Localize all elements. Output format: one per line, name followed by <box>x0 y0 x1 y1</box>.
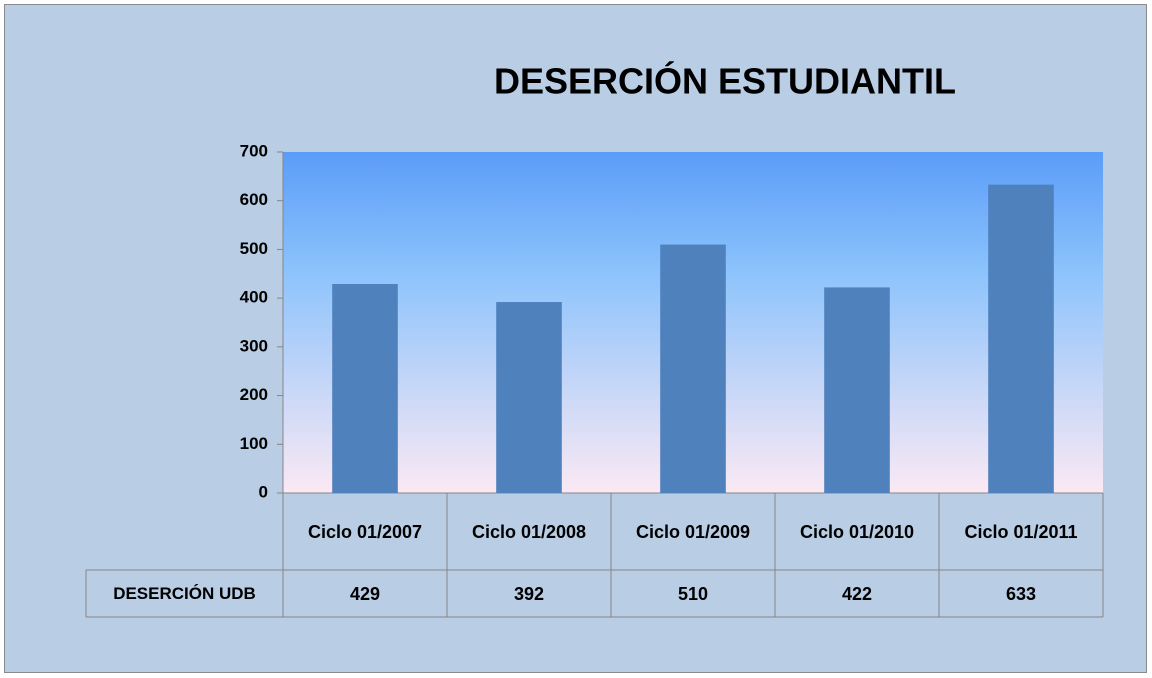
data-table-value: 633 <box>1005 583 1037 604</box>
y-tick-label: 100 <box>240 434 268 453</box>
y-tick-label: 200 <box>240 385 268 404</box>
bar <box>496 302 562 493</box>
data-table-value: 422 <box>841 583 873 604</box>
y-tick-label: 500 <box>240 239 268 258</box>
x-tick-label: Ciclo 01/2007 <box>307 521 423 542</box>
chart-title: DESERCIÓN ESTUDIANTIL <box>494 60 956 102</box>
data-table-value: 510 <box>677 583 709 604</box>
bar <box>660 244 726 493</box>
bar <box>332 284 398 493</box>
data-table-value: 429 <box>349 583 381 604</box>
x-tick-label: Ciclo 01/2011 <box>964 521 1078 542</box>
bar <box>824 287 890 493</box>
x-tick-label: Ciclo 01/2008 <box>471 521 587 542</box>
bar <box>988 184 1054 494</box>
x-tick-label: Ciclo 01/2010 <box>799 521 915 542</box>
y-tick-label: 700 <box>240 141 268 160</box>
data-table-value: 392 <box>513 583 545 604</box>
x-tick-label: Ciclo 01/2009 <box>635 521 751 542</box>
legend-label: DESERCIÓN UDB <box>113 583 256 603</box>
y-tick-label: 400 <box>240 288 268 307</box>
y-tick-label: 0 <box>259 482 268 501</box>
y-tick-label: 300 <box>240 336 268 355</box>
y-tick-label: 600 <box>240 190 268 209</box>
